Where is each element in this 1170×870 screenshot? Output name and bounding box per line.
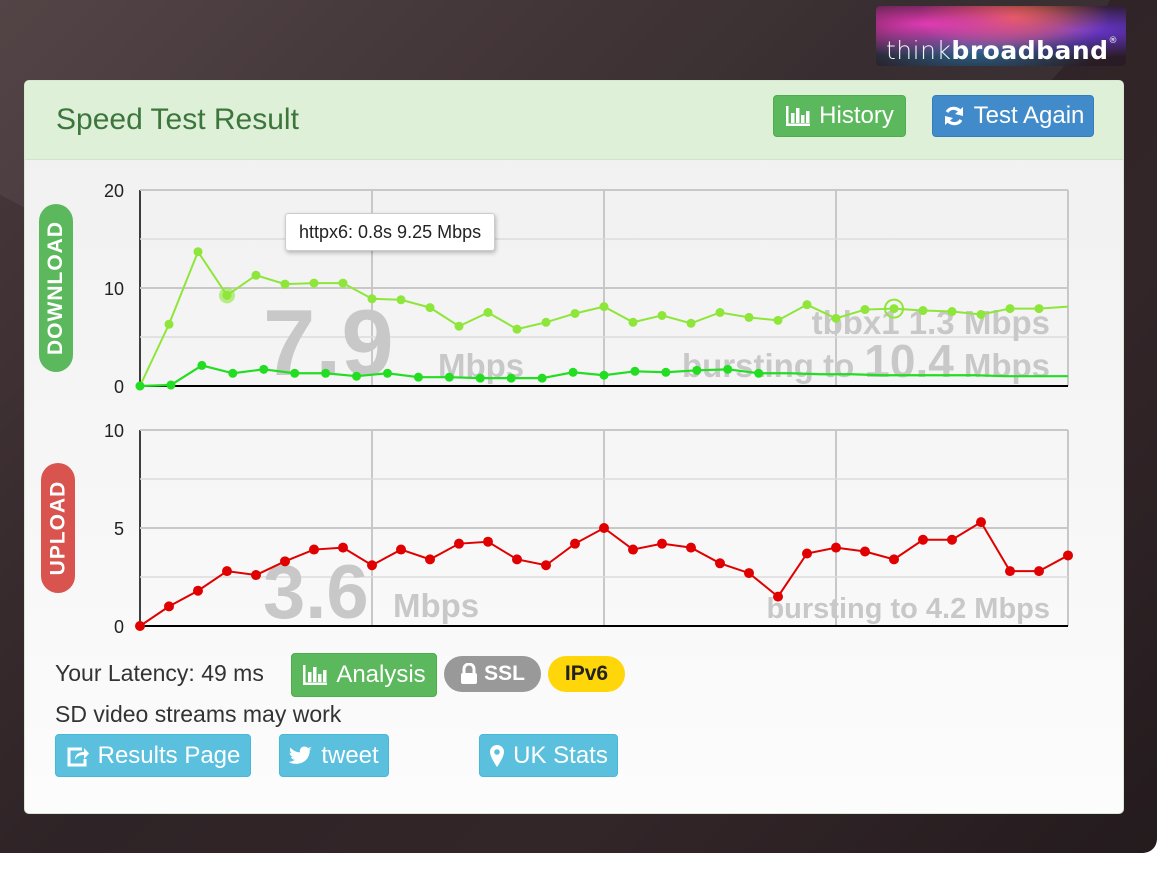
analysis-button[interactable]: Analysis [291, 653, 437, 697]
lock-icon [461, 663, 478, 684]
download-side-text: DOWNLOAD [44, 221, 68, 355]
ipv6-badge: IPv6 [548, 656, 625, 692]
test-again-label: Test Again [973, 102, 1085, 129]
results-page-label: Results Page [97, 741, 241, 769]
refresh-icon [944, 106, 963, 126]
upload-side-label: UPLOAD [41, 463, 75, 593]
download-side-label: DOWNLOAD [39, 204, 73, 372]
history-button[interactable]: History [773, 95, 906, 137]
logo-registered: ® [1108, 36, 1119, 46]
bar-chart-icon [786, 106, 811, 126]
tweet-label: tweet [321, 741, 379, 769]
latency-text: Your Latency: 49 ms [55, 660, 264, 686]
map-marker-icon [490, 744, 505, 767]
ssl-badge: SSL [444, 656, 541, 692]
results-page-button[interactable]: Results Page [55, 734, 251, 777]
ipv6-label: IPv6 [564, 662, 609, 685]
thinkbroadband-logo[interactable]: thinkbroadband® [876, 6, 1126, 66]
share-icon [67, 747, 89, 766]
twitter-bird-icon [289, 746, 313, 764]
upload-side-text: UPLOAD [46, 480, 70, 576]
tweet-button[interactable]: tweet [279, 734, 389, 777]
history-label: History [819, 102, 894, 129]
panel-header: Speed Test Result History Test Again [25, 81, 1123, 160]
stream-quality-text: SD video streams may work [55, 701, 342, 727]
uk-stats-label: UK Stats [513, 741, 608, 769]
logo-text: thinkbroadband® [886, 36, 1118, 65]
uk-stats-button[interactable]: UK Stats [479, 734, 618, 777]
logo-think: think [886, 36, 952, 65]
chart-tooltip: httpx6: 0.8s 9.25 Mbps [285, 213, 496, 251]
page-title: Speed Test Result [56, 103, 299, 136]
bar-chart-icon [303, 665, 328, 685]
analysis-label: Analysis [336, 661, 426, 688]
logo-broadband: broadband [951, 36, 1109, 65]
test-again-button[interactable]: Test Again [932, 95, 1094, 137]
ssl-label: SSL [484, 662, 525, 685]
